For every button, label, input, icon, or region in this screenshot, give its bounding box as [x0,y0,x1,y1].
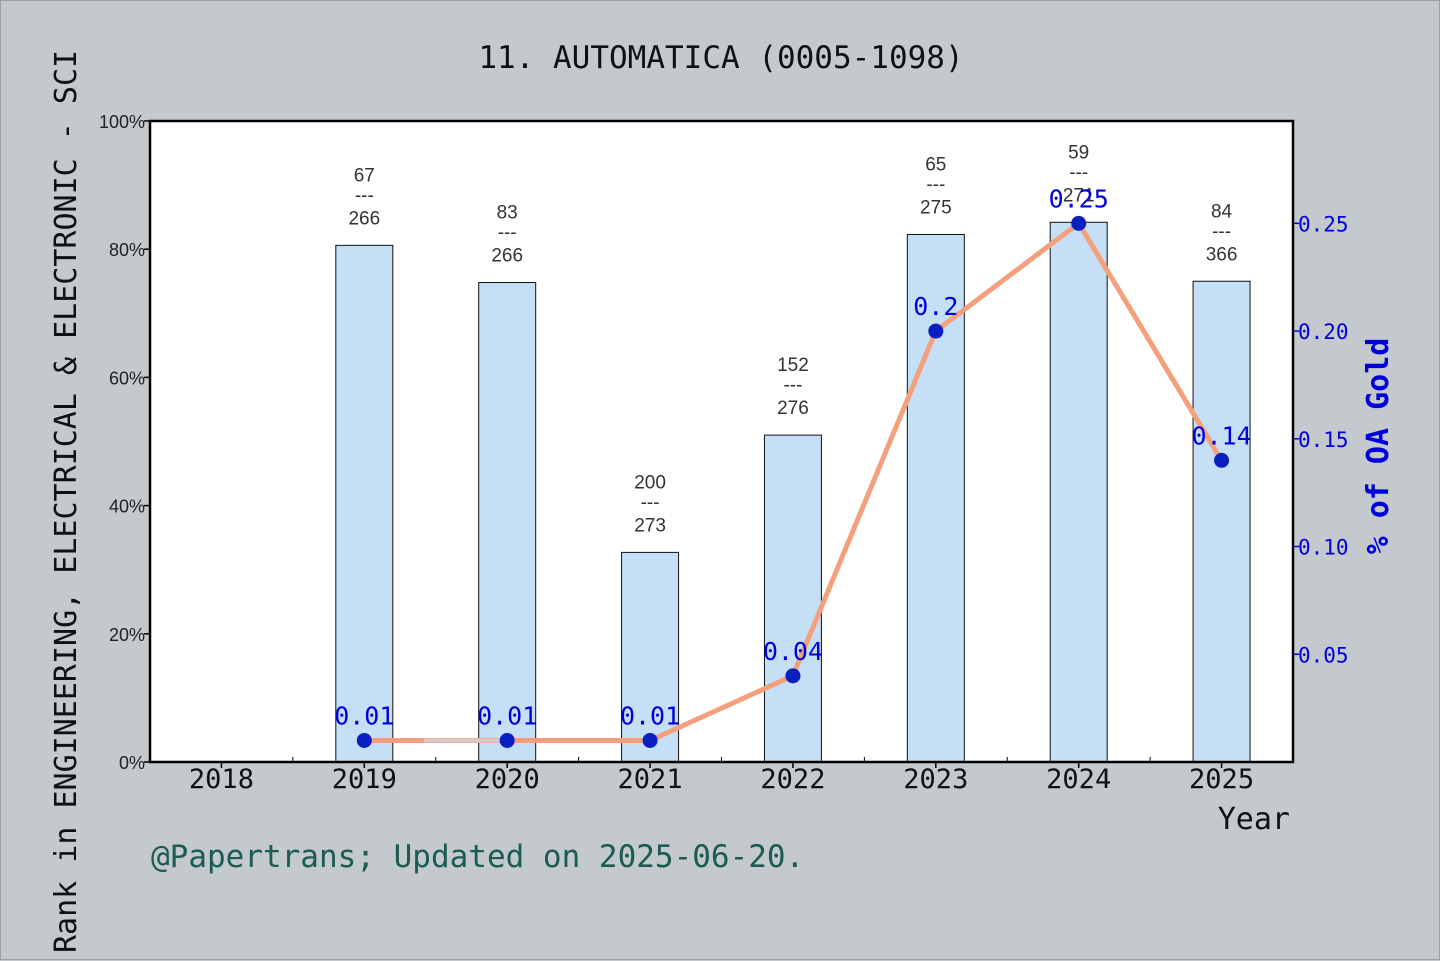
x-tick-label: 2018 [189,764,254,795]
bar-separator-label: --- [355,185,374,206]
y-tick-label: 0% [119,753,145,773]
oa-gold-point-2021 [642,732,658,748]
footer-credit: @Papertrans; Updated on 2025-06-20. [151,839,804,875]
y2-tick-label: 0.05 [1298,643,1349,667]
oa-gold-value-label: 0.14 [1191,421,1251,450]
x-tick-label: 2022 [760,764,825,795]
x-tick-label: 2024 [1046,764,1111,795]
y2-tick-label: 0.10 [1298,536,1349,560]
oa-gold-value-label: 0.01 [477,701,537,730]
bar-total-label: 266 [348,208,380,229]
bar-total-label: 273 [634,515,666,536]
bar-2025 [1192,280,1251,763]
y2-axis-label: % of OA Gold [1361,338,1396,555]
y-tick-label: 100% [99,112,145,132]
bar-2019 [335,244,394,763]
oa-gold-value-label: 0.01 [334,701,394,730]
bar-2023 [906,233,965,763]
bar-rank-label: 152 [777,355,809,376]
bar-separator-label: --- [641,492,660,513]
bar-2024 [1049,221,1108,763]
labels-layer: 67---266 83---266200---273152---27665---2… [334,142,1251,730]
y2-tick-label: 0.15 [1298,428,1349,452]
bar-rank-label: 84 [1211,201,1233,222]
bar-2021 [621,551,680,763]
oa-gold-point-2023 [928,323,944,339]
bar-separator-label: --- [498,223,517,244]
x-tick-label: 2020 [475,764,540,795]
bar-rank-label: 59 [1068,142,1089,163]
axes-layer: 0% 20% 40% 60% 80% 100% 0.05 0.10 0.15 0.20 0.25 20… [99,112,1349,795]
oa-gold-point-2020 [499,732,515,748]
y-tick-label: 80% [109,240,145,260]
x-tick-label: 2025 [1189,764,1254,795]
bar-separator-label: --- [1069,162,1088,183]
y2-tick-label: 0.25 [1298,212,1349,236]
bar-separator-label: --- [1212,221,1231,242]
bar-total-label: 266 [491,246,523,267]
oa-gold-value-label: 0.04 [763,637,823,666]
bar-2020 [478,282,537,763]
bar-total-label: 276 [777,398,809,419]
oa-gold-point-2025 [1214,452,1230,468]
oa-gold-point-2022 [785,668,801,684]
oa-gold-value-label: 0.2 [913,292,958,321]
oa-gold-point-2019 [356,732,372,748]
bar-rank-label: 200 [634,472,666,493]
y-tick-label: 20% [109,625,145,645]
oa-gold-value-label: 0.01 [620,701,680,730]
x-axis-label: Year [1218,802,1290,837]
y-tick-label: 40% [109,497,145,517]
bar-rank-label: 65 [925,154,946,175]
y-axis-label: Rank in ENGINEERING, ELECTRICAL & ELECTR… [49,50,84,953]
y2-tick-label: 0.20 [1298,320,1349,344]
oa-gold-point-2024 [1071,215,1087,231]
bars-layer [335,221,1251,763]
plot-area [150,121,1293,762]
bar-separator-label: --- [926,174,945,195]
chart-title: 11. AUTOMATICA (0005-1098) [478,40,963,76]
bar-rank-label: 83 [497,203,518,224]
bar-total-label: 271 [1063,185,1095,206]
bar-total-label: 366 [1206,244,1238,265]
bar-total-label: 275 [920,197,952,218]
y-tick-label: 60% [109,368,145,388]
x-tick-label: 2021 [618,764,683,795]
bar-separator-label: --- [783,375,802,396]
bar-2022 [763,434,822,763]
x-tick-label: 2023 [903,764,968,795]
x-tick-label: 2019 [332,764,397,795]
bar-rank-label: 67 [354,165,375,186]
line-layer [356,215,1230,748]
oa-gold-value-label: 0.25 [1049,184,1109,213]
